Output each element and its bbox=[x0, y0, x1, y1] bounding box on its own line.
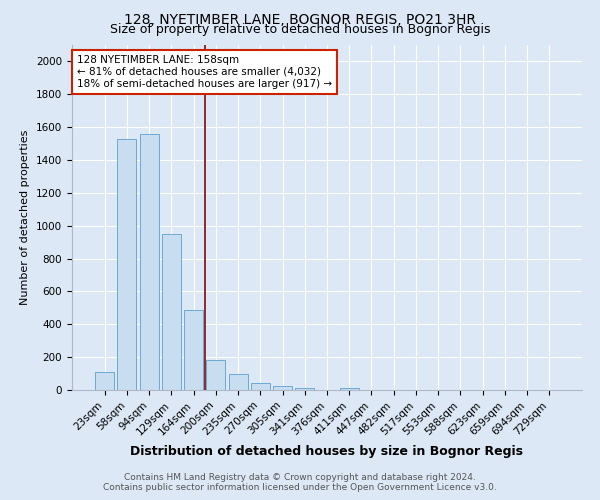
Text: Size of property relative to detached houses in Bognor Regis: Size of property relative to detached ho… bbox=[110, 22, 490, 36]
Bar bbox=[184, 310, 203, 390]
Bar bbox=[118, 138, 136, 390]
Text: 128, NYETIMBER LANE, BOGNOR REGIS, PO21 3HR: 128, NYETIMBER LANE, BOGNOR REGIS, PO21 … bbox=[124, 12, 476, 26]
Text: Contains HM Land Registry data © Crown copyright and database right 2024.
Contai: Contains HM Land Registry data © Crown c… bbox=[103, 473, 497, 492]
Bar bbox=[206, 360, 225, 390]
Text: 128 NYETIMBER LANE: 158sqm
← 81% of detached houses are smaller (4,032)
18% of s: 128 NYETIMBER LANE: 158sqm ← 81% of deta… bbox=[77, 56, 332, 88]
Bar bbox=[140, 134, 158, 390]
Bar bbox=[251, 382, 270, 390]
Bar bbox=[95, 372, 114, 390]
X-axis label: Distribution of detached houses by size in Bognor Regis: Distribution of detached houses by size … bbox=[131, 445, 523, 458]
Bar bbox=[295, 388, 314, 390]
Y-axis label: Number of detached properties: Number of detached properties bbox=[20, 130, 31, 305]
Bar bbox=[340, 388, 359, 390]
Bar bbox=[162, 234, 181, 390]
Bar bbox=[273, 386, 292, 390]
Bar bbox=[229, 374, 248, 390]
